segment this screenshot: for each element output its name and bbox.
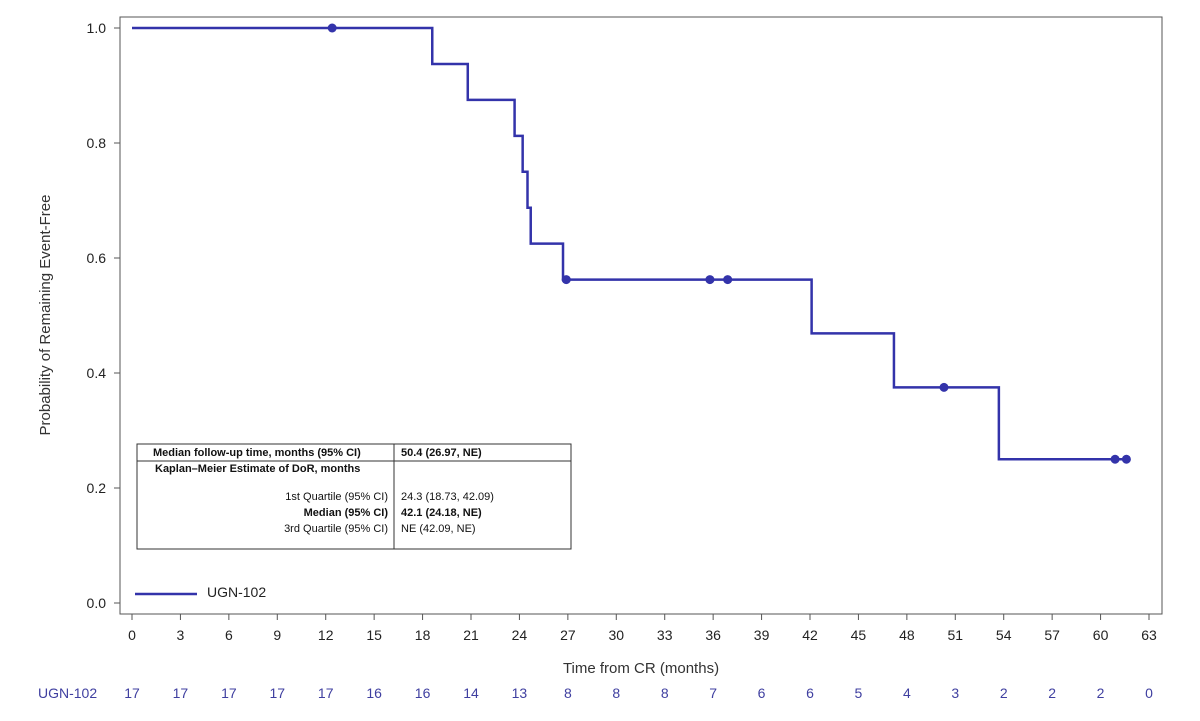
risk-count: 8 (661, 685, 669, 701)
y-tick-label: 1.0 (87, 20, 107, 36)
x-tick-label: 30 (608, 627, 624, 643)
x-tick-label: 3 (177, 627, 185, 643)
risk-count: 17 (173, 685, 189, 701)
summary-row-label: 3rd Quartile (95% CI) (284, 523, 388, 535)
summary-row-value: 24.3 (18.73, 42.09) (401, 491, 494, 503)
x-tick-label: 18 (415, 627, 431, 643)
risk-count: 14 (463, 685, 479, 701)
x-tick-label: 42 (802, 627, 818, 643)
plot-frame (119, 16, 1163, 615)
x-tick-label: 21 (463, 627, 479, 643)
risk-count: 16 (366, 685, 382, 701)
risk-counts: 17 17 17 17 17 16 16 14 13 8 8 8 7 6 6 5 4 3 2 2 2 0 (124, 685, 1153, 701)
y-tick-label: 0.8 (87, 135, 107, 151)
censor-mark (1121, 454, 1131, 464)
x-tick-label: 36 (705, 627, 721, 643)
km-curve-ugn-102 (132, 26, 1130, 461)
risk-count: 17 (124, 685, 140, 701)
x-tick-label: 57 (1044, 627, 1060, 643)
risk-count: 6 (758, 685, 766, 701)
summary-row-label: 1st Quartile (95% CI) (285, 491, 388, 503)
risk-count: 13 (512, 685, 528, 701)
censor-mark (939, 382, 949, 392)
x-tick-label: 54 (996, 627, 1012, 643)
risk-count: 8 (564, 685, 572, 701)
x-tick-label: 27 (560, 627, 576, 643)
legend: UGN-102 (135, 584, 266, 600)
risk-count: 17 (221, 685, 237, 701)
risk-count: 6 (806, 685, 814, 701)
risk-count: 17 (318, 685, 334, 701)
summary-section-title: Kaplan–Meier Estimate of DoR, months (155, 463, 360, 475)
risk-count: 17 (269, 685, 285, 701)
x-tick-label: 48 (899, 627, 915, 643)
summary-header-left: Median follow-up time, months (95% CI) (153, 447, 361, 459)
y-axis-title: Probability of Remaining Event-Free (37, 195, 54, 436)
y-tick-label: 0.6 (87, 250, 107, 266)
risk-count: 5 (855, 685, 863, 701)
risk-count: 4 (903, 685, 911, 701)
censor-mark (723, 275, 733, 285)
summary-row-label: Median (95% CI) (304, 507, 389, 519)
legend-label-ugn-102: UGN-102 (207, 584, 266, 600)
x-tick-label: 9 (273, 627, 281, 643)
risk-count: 0 (1145, 685, 1153, 701)
x-tick-label: 15 (366, 627, 382, 643)
x-tick-label: 39 (754, 627, 770, 643)
summary-table: Median follow-up time, months (95% CI) 5… (136, 443, 572, 550)
y-axis: 0.0 0.2 0.4 0.6 0.8 1.0 (87, 20, 120, 611)
censor-mark (327, 23, 337, 33)
y-tick-label: 0.2 (87, 480, 107, 496)
risk-count: 16 (415, 685, 431, 701)
x-tick-label: 0 (128, 627, 136, 643)
x-tick-label: 60 (1093, 627, 1109, 643)
x-tick-label: 45 (851, 627, 867, 643)
censor-marks (327, 23, 1131, 464)
risk-count: 2 (1000, 685, 1008, 701)
risk-count: 2 (1048, 685, 1056, 701)
risk-table-label: UGN-102 (38, 685, 97, 701)
censor-mark (561, 275, 571, 285)
y-tick-label: 0.0 (87, 595, 107, 611)
x-tick-label: 24 (512, 627, 528, 643)
risk-count: 8 (612, 685, 620, 701)
x-tick-label: 6 (225, 627, 233, 643)
censor-mark (1110, 454, 1120, 464)
x-tick-label: 33 (657, 627, 673, 643)
x-tick-label: 51 (947, 627, 963, 643)
x-axis-title: Time from CR (months) (563, 660, 719, 677)
summary-header-right: 50.4 (26.97, NE) (401, 447, 482, 459)
risk-table: UGN-102 17 17 17 17 17 16 16 14 13 8 8 8 7 6 6 5 4 3 2 2 2 0 (38, 685, 1153, 701)
y-tick-label: 0.4 (87, 365, 107, 381)
x-axis: 0 3 6 9 12 15 18 21 24 27 30 33 36 39 42 45 48 51 54 57 60 63 (128, 614, 1157, 643)
risk-count: 7 (709, 685, 717, 701)
summary-row-value: 42.1 (24.18, NE) (401, 507, 482, 519)
risk-count: 2 (1097, 685, 1105, 701)
risk-count: 3 (951, 685, 959, 701)
censor-mark (705, 275, 715, 285)
x-tick-label: 63 (1141, 627, 1157, 643)
summary-row-value: NE (42.09, NE) (401, 523, 476, 535)
x-tick-label: 12 (318, 627, 334, 643)
